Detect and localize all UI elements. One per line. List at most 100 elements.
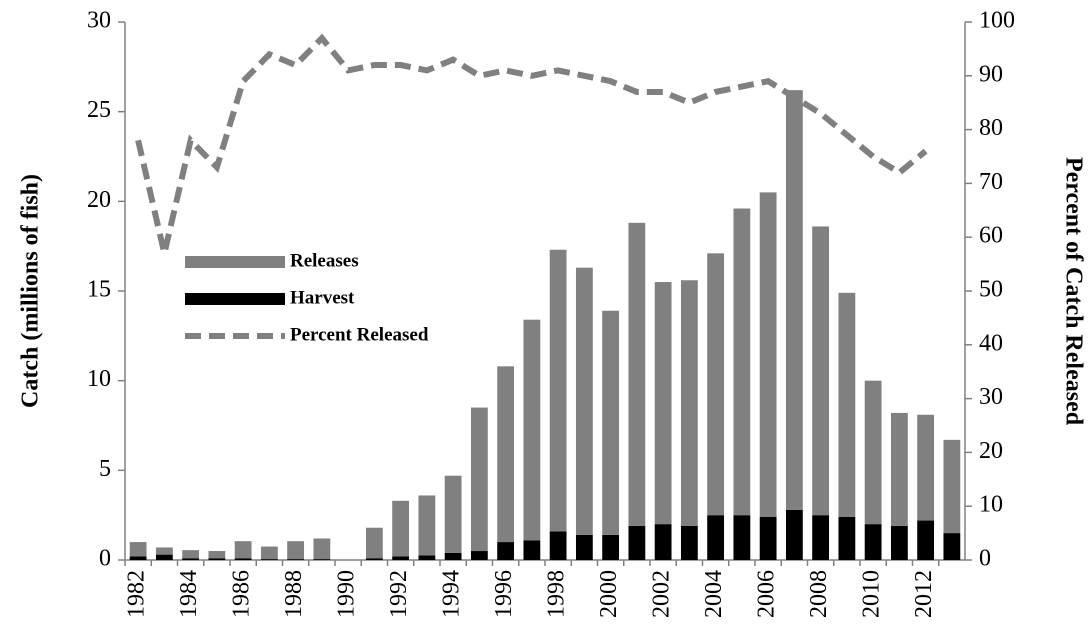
bar (313, 559, 331, 560)
bar (917, 414, 935, 521)
bar (733, 515, 751, 560)
y2-tick-label: 70 (979, 169, 1003, 195)
bar (392, 556, 410, 560)
bar (182, 558, 200, 560)
bar (549, 249, 567, 532)
x-tick-label: 2000 (596, 570, 622, 618)
bar (733, 208, 751, 516)
bar (707, 253, 725, 516)
legend-label: Releases (290, 250, 359, 271)
bar (917, 520, 935, 560)
bar (392, 500, 410, 557)
bar (785, 509, 803, 560)
y-tick-label: 5 (99, 456, 111, 482)
x-tick-label: 1986 (229, 570, 255, 618)
bar (470, 551, 488, 560)
y2-tick-label: 40 (979, 330, 1003, 356)
y-tick-label: 20 (87, 187, 111, 213)
y2-tick-label: 100 (979, 8, 1015, 34)
bar (602, 534, 620, 560)
bar (654, 524, 672, 560)
y2-tick-label: 60 (979, 223, 1003, 249)
bar (287, 541, 305, 560)
y-tick-label: 0 (99, 546, 111, 572)
bar (890, 525, 908, 560)
bar (155, 554, 173, 560)
bar (943, 533, 961, 560)
bar (680, 525, 698, 560)
bar (943, 439, 961, 534)
x-tick-label: 2010 (859, 570, 885, 618)
y2-tick-label: 0 (979, 546, 991, 572)
x-tick-label: 1984 (176, 570, 202, 618)
bar (313, 538, 331, 560)
x-tick-label: 2002 (649, 570, 675, 618)
bar (234, 541, 252, 559)
x-tick-label: 1996 (491, 570, 517, 618)
bar (759, 192, 777, 517)
bar (864, 524, 882, 560)
bar (628, 222, 646, 526)
y-tick-label: 10 (87, 366, 111, 392)
y2-tick-label: 30 (979, 384, 1003, 410)
bar (575, 267, 593, 535)
bar (575, 534, 593, 560)
legend-swatch (185, 293, 285, 305)
bar (549, 531, 567, 560)
x-tick-label: 1994 (439, 570, 465, 618)
bar (208, 551, 226, 559)
bar (365, 558, 383, 560)
bar (208, 558, 226, 560)
line (135, 33, 928, 255)
bar (365, 527, 383, 559)
x-tick-label: 1990 (334, 570, 360, 618)
bar (260, 559, 278, 560)
bar (523, 319, 541, 541)
bar (418, 555, 436, 560)
y2-tick-label: 90 (979, 61, 1003, 87)
y2-tick-label: 80 (979, 115, 1003, 141)
bar (182, 550, 200, 559)
y2-tick-label: 50 (979, 277, 1003, 303)
bar (812, 515, 830, 560)
bar (260, 546, 278, 560)
x-tick-label: 2006 (754, 570, 780, 618)
bar (707, 515, 725, 560)
bar (680, 280, 698, 526)
bar (602, 310, 620, 535)
bar (497, 542, 515, 560)
x-tick-label: 2012 (911, 570, 937, 618)
bar (864, 380, 882, 525)
bar (838, 516, 856, 560)
y2-axis-title: Percent of Catch Released (1060, 157, 1086, 426)
y-tick-label: 30 (87, 8, 111, 34)
bar (654, 282, 672, 525)
x-tick-label: 1998 (544, 570, 570, 618)
bar (812, 226, 830, 516)
x-tick-label: 2008 (806, 570, 832, 618)
bar (470, 407, 488, 552)
y2-tick-label: 20 (979, 438, 1003, 464)
bar (129, 542, 147, 557)
x-tick-label: 1988 (281, 570, 307, 618)
legend-swatch (185, 256, 285, 268)
bar (129, 556, 147, 560)
legend-label: Harvest (290, 287, 355, 308)
y2-tick-label: 10 (979, 492, 1003, 518)
y-tick-label: 15 (87, 277, 111, 303)
bar (785, 90, 803, 510)
bar (838, 292, 856, 517)
y-tick-label: 25 (87, 97, 111, 123)
bar (155, 547, 173, 555)
bar (628, 525, 646, 560)
bar (497, 366, 515, 543)
x-tick-label: 1992 (386, 570, 412, 618)
bar (444, 475, 462, 553)
bar (287, 559, 305, 560)
bar (759, 516, 777, 560)
bar (890, 412, 908, 526)
bar (234, 558, 252, 560)
x-tick-label: 2004 (701, 570, 727, 618)
x-tick-label: 1982 (124, 570, 150, 618)
